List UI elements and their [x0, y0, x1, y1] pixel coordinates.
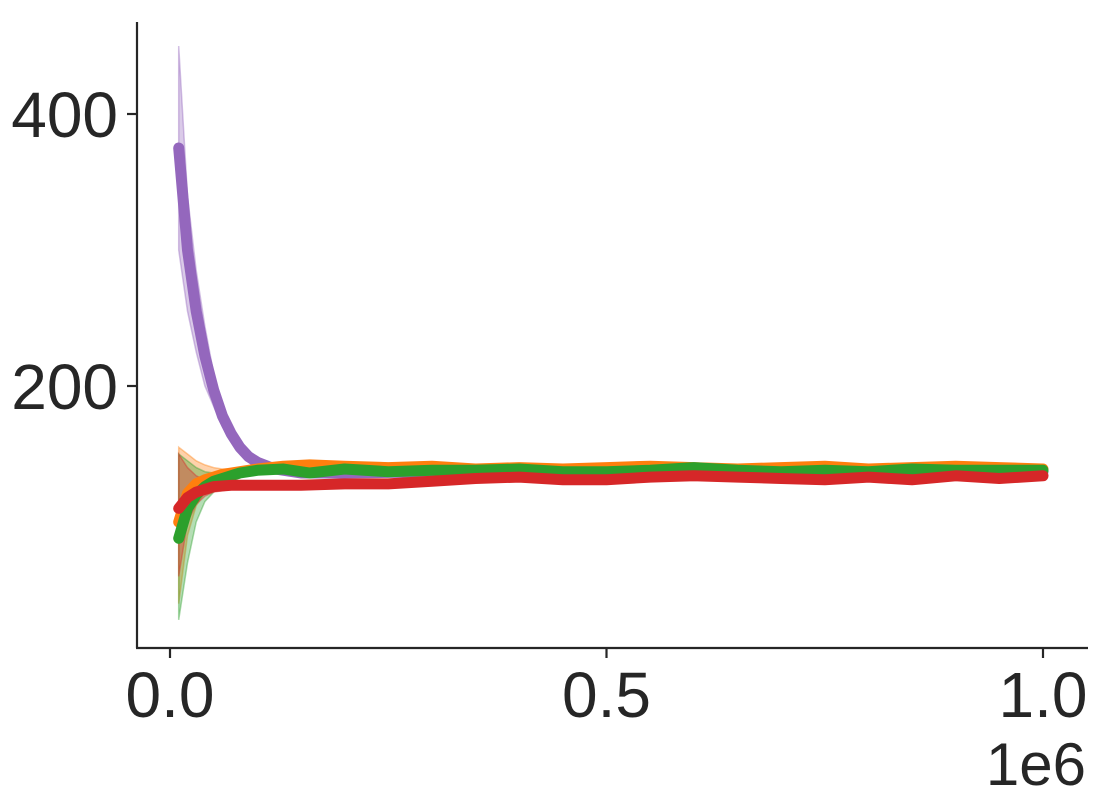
series-0-line [173, 142, 1049, 479]
series-2-line [173, 462, 1049, 544]
x-tick-label: 0.5 [562, 659, 651, 731]
x-offset-label: 1e6 [986, 731, 1086, 798]
y-tick-label: 200 [11, 351, 118, 423]
x-tick-label: 0.0 [126, 659, 215, 731]
y-tick-label: 400 [11, 79, 118, 151]
confidence-bands [177, 45, 1044, 621]
series-lines [173, 142, 1049, 544]
series-3-line [173, 470, 1049, 514]
y-ticks: 200 400 [11, 79, 137, 423]
x-ticks: 0.0 0.5 1.0 [126, 648, 1088, 731]
x-tick-label: 1.0 [999, 659, 1088, 731]
series-0-band [177, 45, 1044, 476]
